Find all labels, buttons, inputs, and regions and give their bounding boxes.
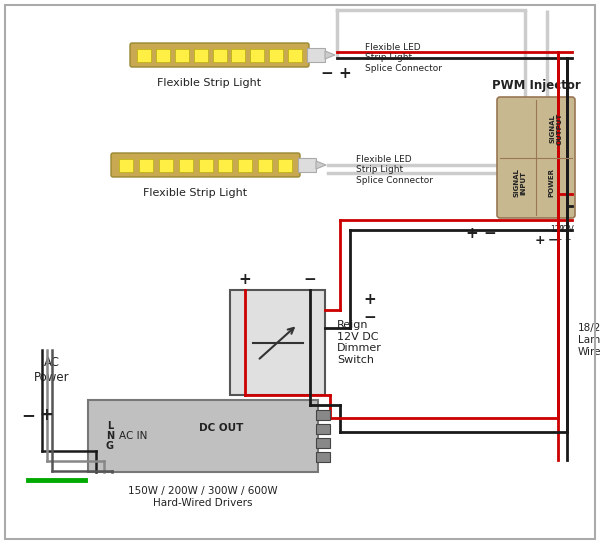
Bar <box>179 158 193 171</box>
Bar <box>316 424 330 434</box>
Text: −: − <box>320 65 334 81</box>
Text: +: + <box>535 233 545 246</box>
Text: L: L <box>107 421 113 431</box>
Text: −: − <box>364 311 376 325</box>
Text: 150W / 200W / 300W / 600W: 150W / 200W / 300W / 600W <box>128 486 278 496</box>
Bar <box>175 48 188 61</box>
Text: −: − <box>21 406 35 424</box>
Text: +: + <box>338 65 352 81</box>
Text: −: − <box>484 226 496 240</box>
Bar <box>316 438 330 448</box>
FancyBboxPatch shape <box>111 153 300 177</box>
Bar <box>158 158 173 171</box>
Text: Flexible Strip Light: Flexible Strip Light <box>157 78 262 88</box>
Text: Reign
12V DC
Dimmer
Switch: Reign 12V DC Dimmer Switch <box>337 320 382 365</box>
FancyBboxPatch shape <box>130 43 309 67</box>
Bar <box>307 48 325 62</box>
Bar <box>269 48 283 61</box>
Text: AC
Power: AC Power <box>34 356 70 384</box>
Bar <box>156 48 170 61</box>
Bar <box>139 158 153 171</box>
Text: SIGNAL
INPUT: SIGNAL INPUT <box>514 168 527 197</box>
Bar <box>88 400 318 472</box>
Bar <box>316 452 330 462</box>
Bar <box>298 158 316 172</box>
Text: Flexible Strip Light: Flexible Strip Light <box>143 188 248 198</box>
Text: POWER: POWER <box>549 168 555 197</box>
Text: SIGNAL
OUTPUT: SIGNAL OUTPUT <box>550 113 563 145</box>
Text: −: − <box>304 273 316 287</box>
Text: 18/2
Lamp
Wire: 18/2 Lamp Wire <box>578 323 600 357</box>
Polygon shape <box>325 51 335 59</box>
Bar <box>278 158 292 171</box>
Text: +: + <box>239 273 251 287</box>
Text: +: + <box>39 406 53 424</box>
Text: Hard-Wired Drivers: Hard-Wired Drivers <box>153 498 253 508</box>
Bar <box>230 290 325 395</box>
FancyBboxPatch shape <box>497 97 575 218</box>
Text: +: + <box>466 226 478 240</box>
Text: 12V
+: 12V + <box>551 225 565 244</box>
Text: 12V
−: 12V − <box>560 225 574 244</box>
Text: DC OUT: DC OUT <box>199 423 244 433</box>
Text: N: N <box>106 431 114 441</box>
Text: +: + <box>364 293 376 307</box>
Bar <box>288 48 302 61</box>
Bar <box>316 410 330 420</box>
Bar <box>250 48 265 61</box>
Bar <box>238 158 253 171</box>
Text: AC IN: AC IN <box>119 431 147 441</box>
Bar <box>232 48 245 61</box>
Bar <box>199 158 212 171</box>
Text: Flexible LED
Strip Light
Splice Connector: Flexible LED Strip Light Splice Connecto… <box>365 43 442 73</box>
Bar <box>218 158 232 171</box>
Bar <box>194 48 208 61</box>
Bar <box>212 48 227 61</box>
Polygon shape <box>316 161 326 169</box>
Text: −: − <box>548 233 558 246</box>
Text: Flexible LED
Strip Light
Splice Connector: Flexible LED Strip Light Splice Connecto… <box>356 155 433 185</box>
Text: PWM Injector: PWM Injector <box>491 79 580 92</box>
Text: G: G <box>106 441 114 451</box>
Bar <box>258 158 272 171</box>
Bar <box>137 48 151 61</box>
Bar <box>119 158 133 171</box>
